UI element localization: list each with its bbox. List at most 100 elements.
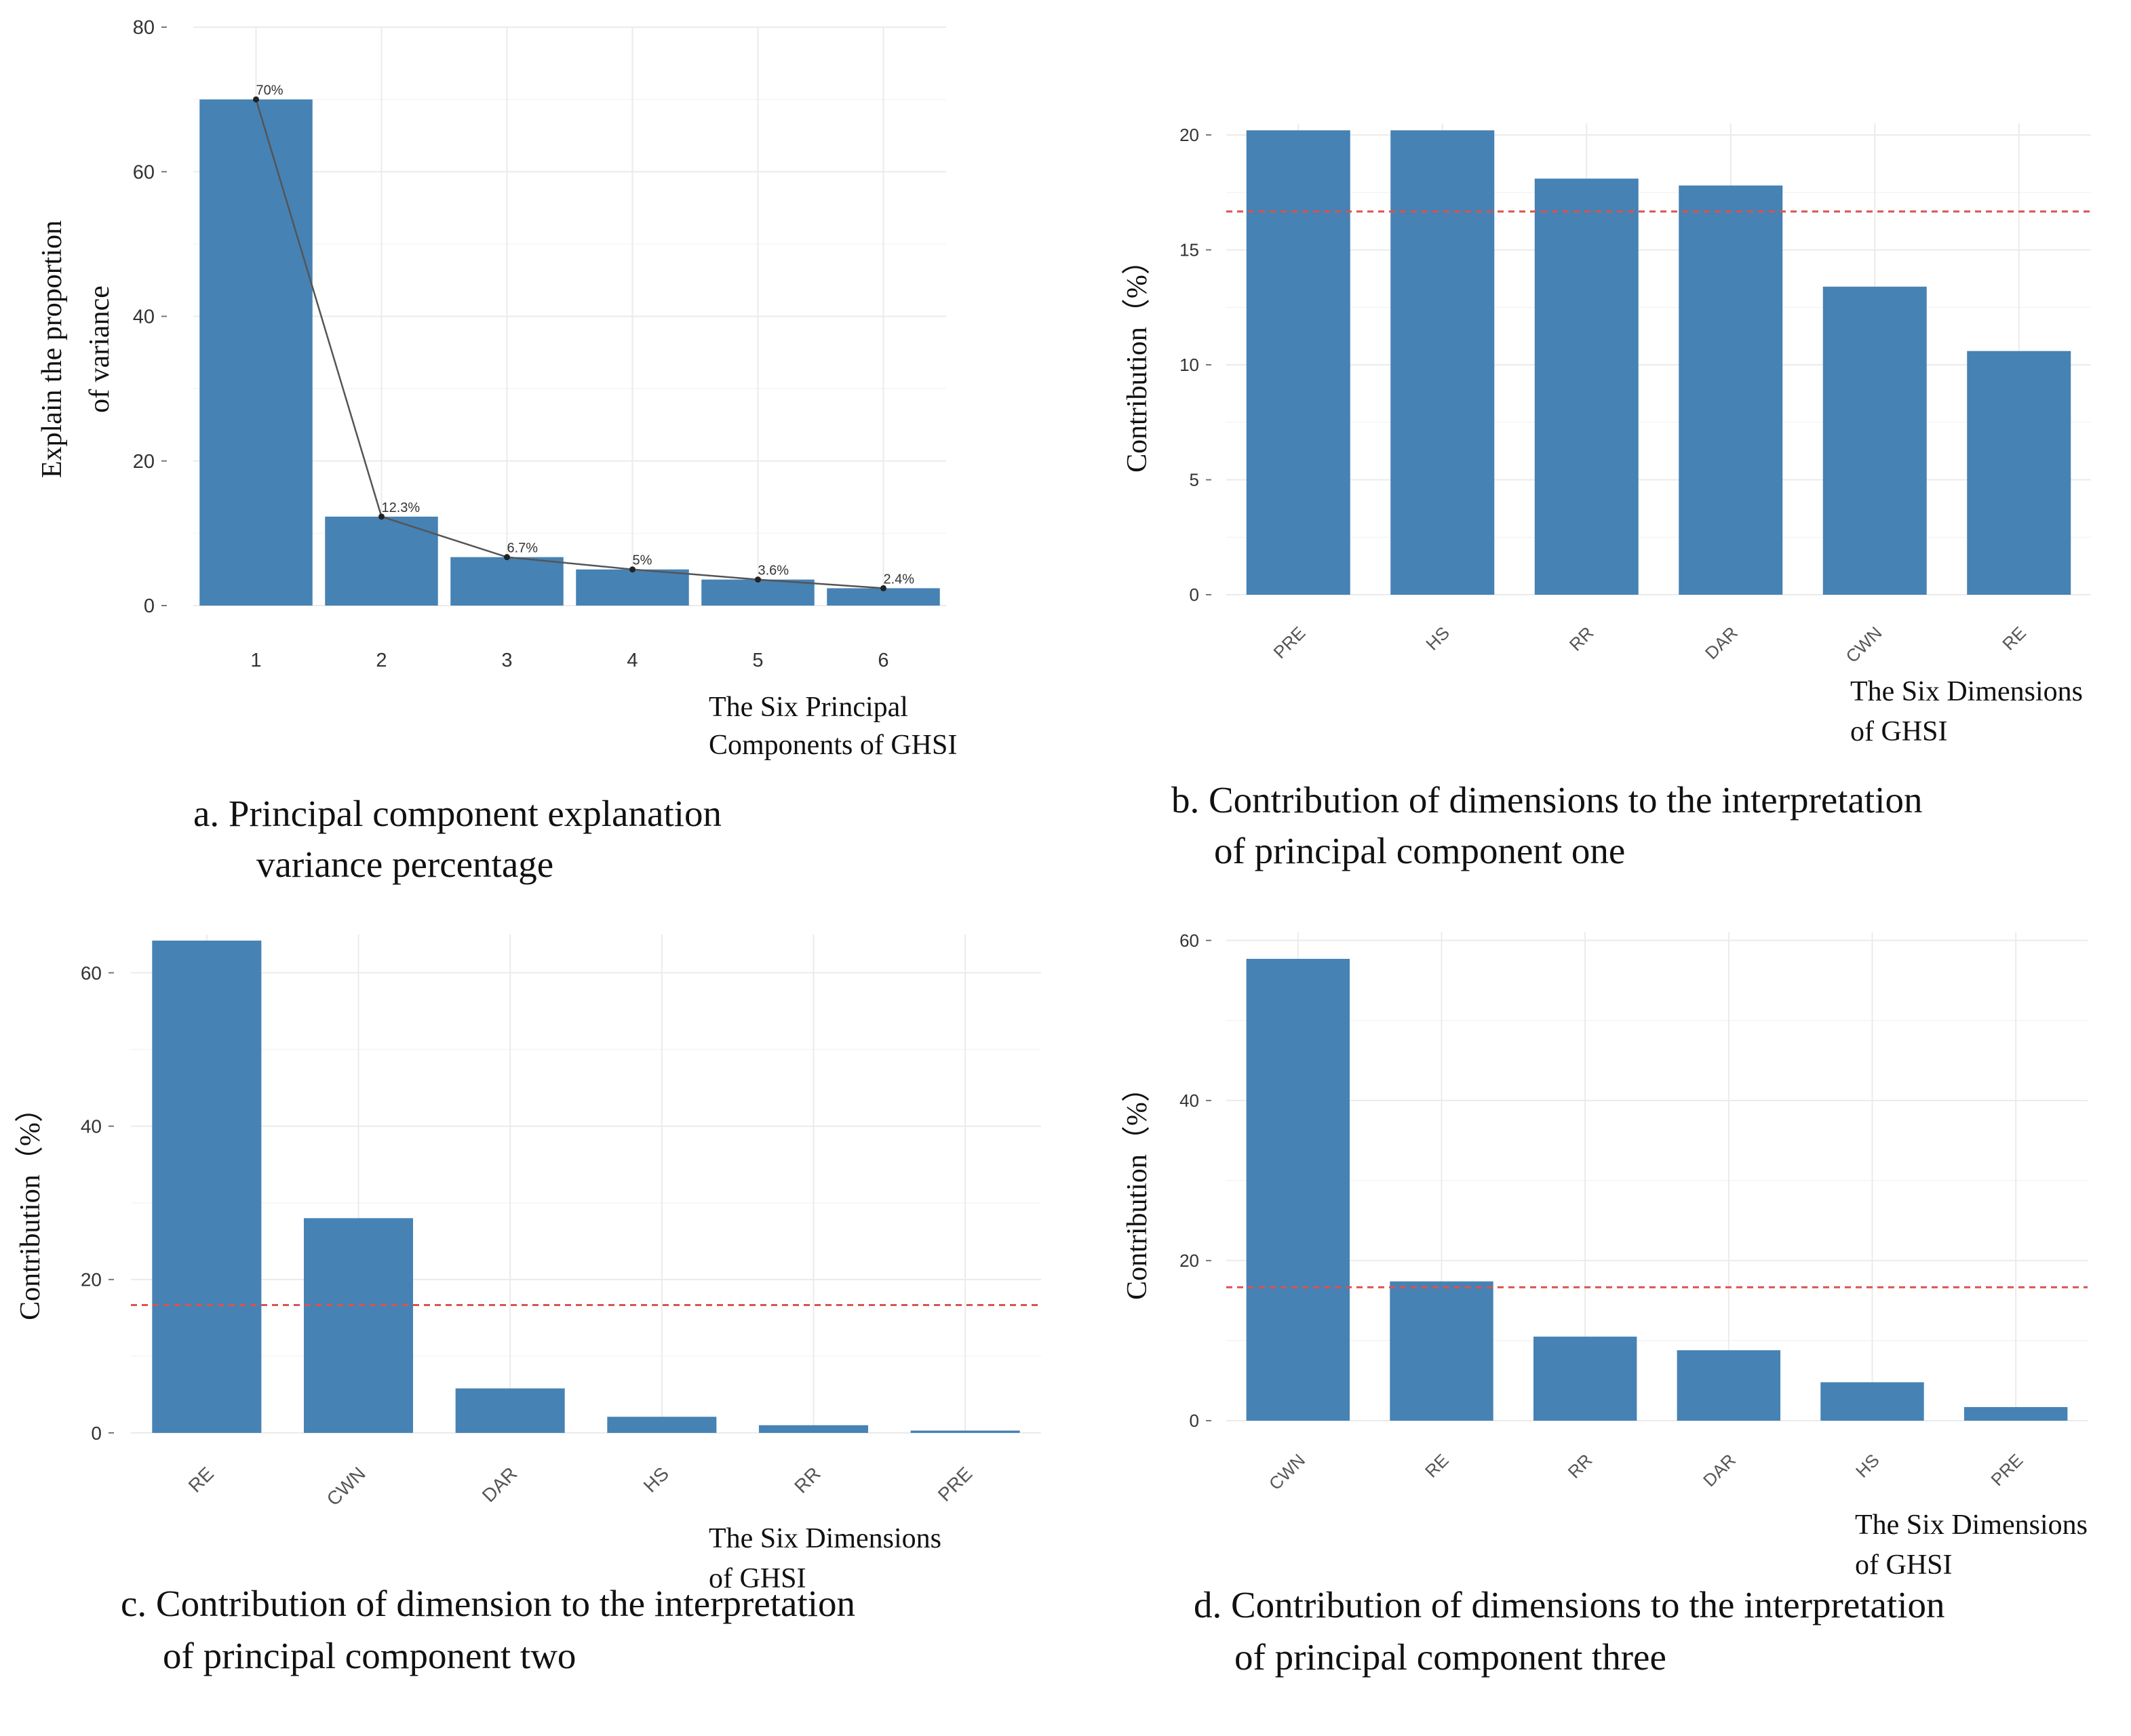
x-axis-label: The Six Dimensions bbox=[709, 1523, 941, 1554]
y-tick-label: 5 bbox=[1190, 470, 1199, 490]
y-axis-label: of variance bbox=[84, 285, 115, 413]
bar-d-pre bbox=[1963, 1406, 2068, 1421]
x-tick-label: RE bbox=[1998, 623, 2030, 654]
x-tick-label: RR bbox=[1565, 623, 1598, 655]
data-label: 12.3% bbox=[382, 500, 421, 515]
bar-a-5 bbox=[701, 579, 815, 606]
y-axis-label: Contribution（%） bbox=[1122, 1073, 1153, 1300]
x-axis-label: Components of GHSI bbox=[709, 730, 957, 761]
y-tick-label: 20 bbox=[1179, 1250, 1199, 1271]
series-point bbox=[378, 513, 385, 520]
y-tick-label: 40 bbox=[81, 1116, 102, 1137]
bar-d-dar bbox=[1677, 1350, 1781, 1421]
panel-b: 0 5 10 15 20 PRE HS RR DAR CWN RE Contribution（%） Th… bbox=[1122, 123, 2091, 871]
panel-caption: d. Contribution of dimensions to the int… bbox=[1194, 1584, 1945, 1625]
panel-c: 0 20 40 60 RE CWN DAR HS RR PRE Contribution（%） The… bbox=[15, 934, 1041, 1676]
y-tick-label: 40 bbox=[1179, 1090, 1199, 1111]
x-tick-label: 3 bbox=[501, 650, 512, 671]
bar-b-pre bbox=[1246, 130, 1350, 595]
panel-d: 0 20 40 60 CWN RE RR DAR HS PRE Contribution（%） The… bbox=[1122, 930, 2088, 1678]
x-tick-label: HS bbox=[1852, 1450, 1883, 1482]
x-tick-label: RE bbox=[1421, 1450, 1453, 1482]
bar-b-re bbox=[1967, 351, 2071, 595]
panel-caption: b. Contribution of dimensions to the int… bbox=[1171, 779, 1923, 821]
y-tick-label: 20 bbox=[1179, 125, 1199, 145]
data-label: 70% bbox=[256, 83, 284, 98]
bar-a-4 bbox=[576, 569, 689, 606]
series-point bbox=[253, 96, 259, 103]
x-tick-label: DAR bbox=[478, 1463, 522, 1506]
x-tick-label: PRE bbox=[1987, 1450, 2027, 1490]
x-tick-label: PRE bbox=[1269, 623, 1309, 663]
data-label: 3.6% bbox=[758, 564, 789, 578]
bar-c-rr bbox=[758, 1425, 869, 1433]
x-tick-label: 1 bbox=[250, 650, 261, 671]
bar-d-cwn bbox=[1246, 958, 1350, 1421]
y-tick-label: 60 bbox=[1179, 930, 1199, 951]
x-tick-label: 6 bbox=[878, 650, 888, 671]
panel-a: 70% 12.3% 6.7% 5% 3.6% 2.4% 0 20 40 60 80 1 2 3 4 5 6 Exp… bbox=[37, 17, 957, 885]
x-axis-label: The Six Dimensions bbox=[1850, 676, 2083, 707]
data-label: 6.7% bbox=[507, 541, 539, 556]
x-axis-label: The Six Principal bbox=[709, 692, 908, 723]
series-point bbox=[880, 585, 886, 591]
y-tick-label: 15 bbox=[1179, 240, 1199, 260]
x-tick-label: RR bbox=[1564, 1450, 1597, 1482]
bar-c-re bbox=[152, 941, 262, 1433]
bar-d-hs bbox=[1820, 1382, 1924, 1421]
bar-c-pre bbox=[910, 1430, 1020, 1433]
y-tick-label: 10 bbox=[1179, 355, 1199, 375]
x-axis-label: The Six Dimensions bbox=[1855, 1510, 2088, 1541]
bar-b-hs bbox=[1390, 130, 1495, 595]
panel-caption: a. Principal component explanation bbox=[193, 793, 722, 834]
bar-b-dar bbox=[1679, 185, 1783, 595]
series-point bbox=[504, 554, 510, 561]
y-axis-label: Contribution（%） bbox=[15, 1094, 46, 1320]
bar-c-cwn bbox=[303, 1218, 414, 1433]
data-label: 2.4% bbox=[884, 572, 915, 587]
y-tick-label: 20 bbox=[81, 1269, 102, 1290]
bar-d-re bbox=[1390, 1281, 1493, 1421]
panel-caption: of principal component one bbox=[1214, 830, 1625, 871]
x-tick-label: HS bbox=[1422, 623, 1453, 654]
x-tick-label: RR bbox=[790, 1463, 825, 1497]
x-tick-label: DAR bbox=[1699, 1450, 1740, 1491]
panel-caption: of principal component two bbox=[163, 1635, 576, 1676]
series-point bbox=[755, 576, 761, 583]
x-tick-label: 5 bbox=[752, 650, 763, 671]
x-axis-label: of GHSI bbox=[1850, 716, 1948, 747]
x-tick-label: CWN bbox=[1265, 1450, 1309, 1494]
series-point bbox=[629, 566, 636, 573]
bar-d-rr bbox=[1533, 1337, 1637, 1421]
y-tick-label: 40 bbox=[133, 307, 155, 328]
bar-a-3 bbox=[450, 557, 564, 606]
x-axis-label: of GHSI bbox=[1855, 1550, 1953, 1581]
bar-a-1 bbox=[199, 99, 313, 606]
panel-caption: c. Contribution of dimension to the inte… bbox=[121, 1583, 855, 1624]
y-tick-label: 60 bbox=[133, 161, 155, 183]
y-tick-label: 20 bbox=[133, 451, 155, 473]
x-tick-label: RE bbox=[184, 1463, 218, 1496]
x-tick-label: PRE bbox=[934, 1463, 977, 1505]
x-tick-label: CWN bbox=[1841, 623, 1885, 667]
y-tick-label: 0 bbox=[1190, 585, 1199, 605]
data-label: 5% bbox=[633, 553, 652, 568]
x-tick-label: 4 bbox=[627, 650, 638, 671]
x-tick-label: 2 bbox=[376, 650, 387, 671]
x-tick-label: CWN bbox=[323, 1463, 370, 1510]
series-line bbox=[255, 99, 884, 589]
bar-c-dar bbox=[455, 1388, 565, 1433]
y-tick-label: 0 bbox=[1190, 1410, 1199, 1431]
y-tick-label: 0 bbox=[144, 595, 155, 617]
y-tick-label: 60 bbox=[81, 962, 102, 983]
y-tick-label: 80 bbox=[133, 17, 155, 39]
panel-caption: of principal component three bbox=[1234, 1636, 1666, 1678]
y-tick-label: 0 bbox=[91, 1423, 102, 1444]
bar-b-cwn bbox=[1822, 286, 1927, 595]
x-tick-label: DAR bbox=[1701, 623, 1742, 663]
y-axis-label: Explain the proportion bbox=[37, 220, 68, 478]
bar-c-hs bbox=[607, 1417, 717, 1433]
y-axis-label: Contribution（%） bbox=[1122, 246, 1153, 473]
